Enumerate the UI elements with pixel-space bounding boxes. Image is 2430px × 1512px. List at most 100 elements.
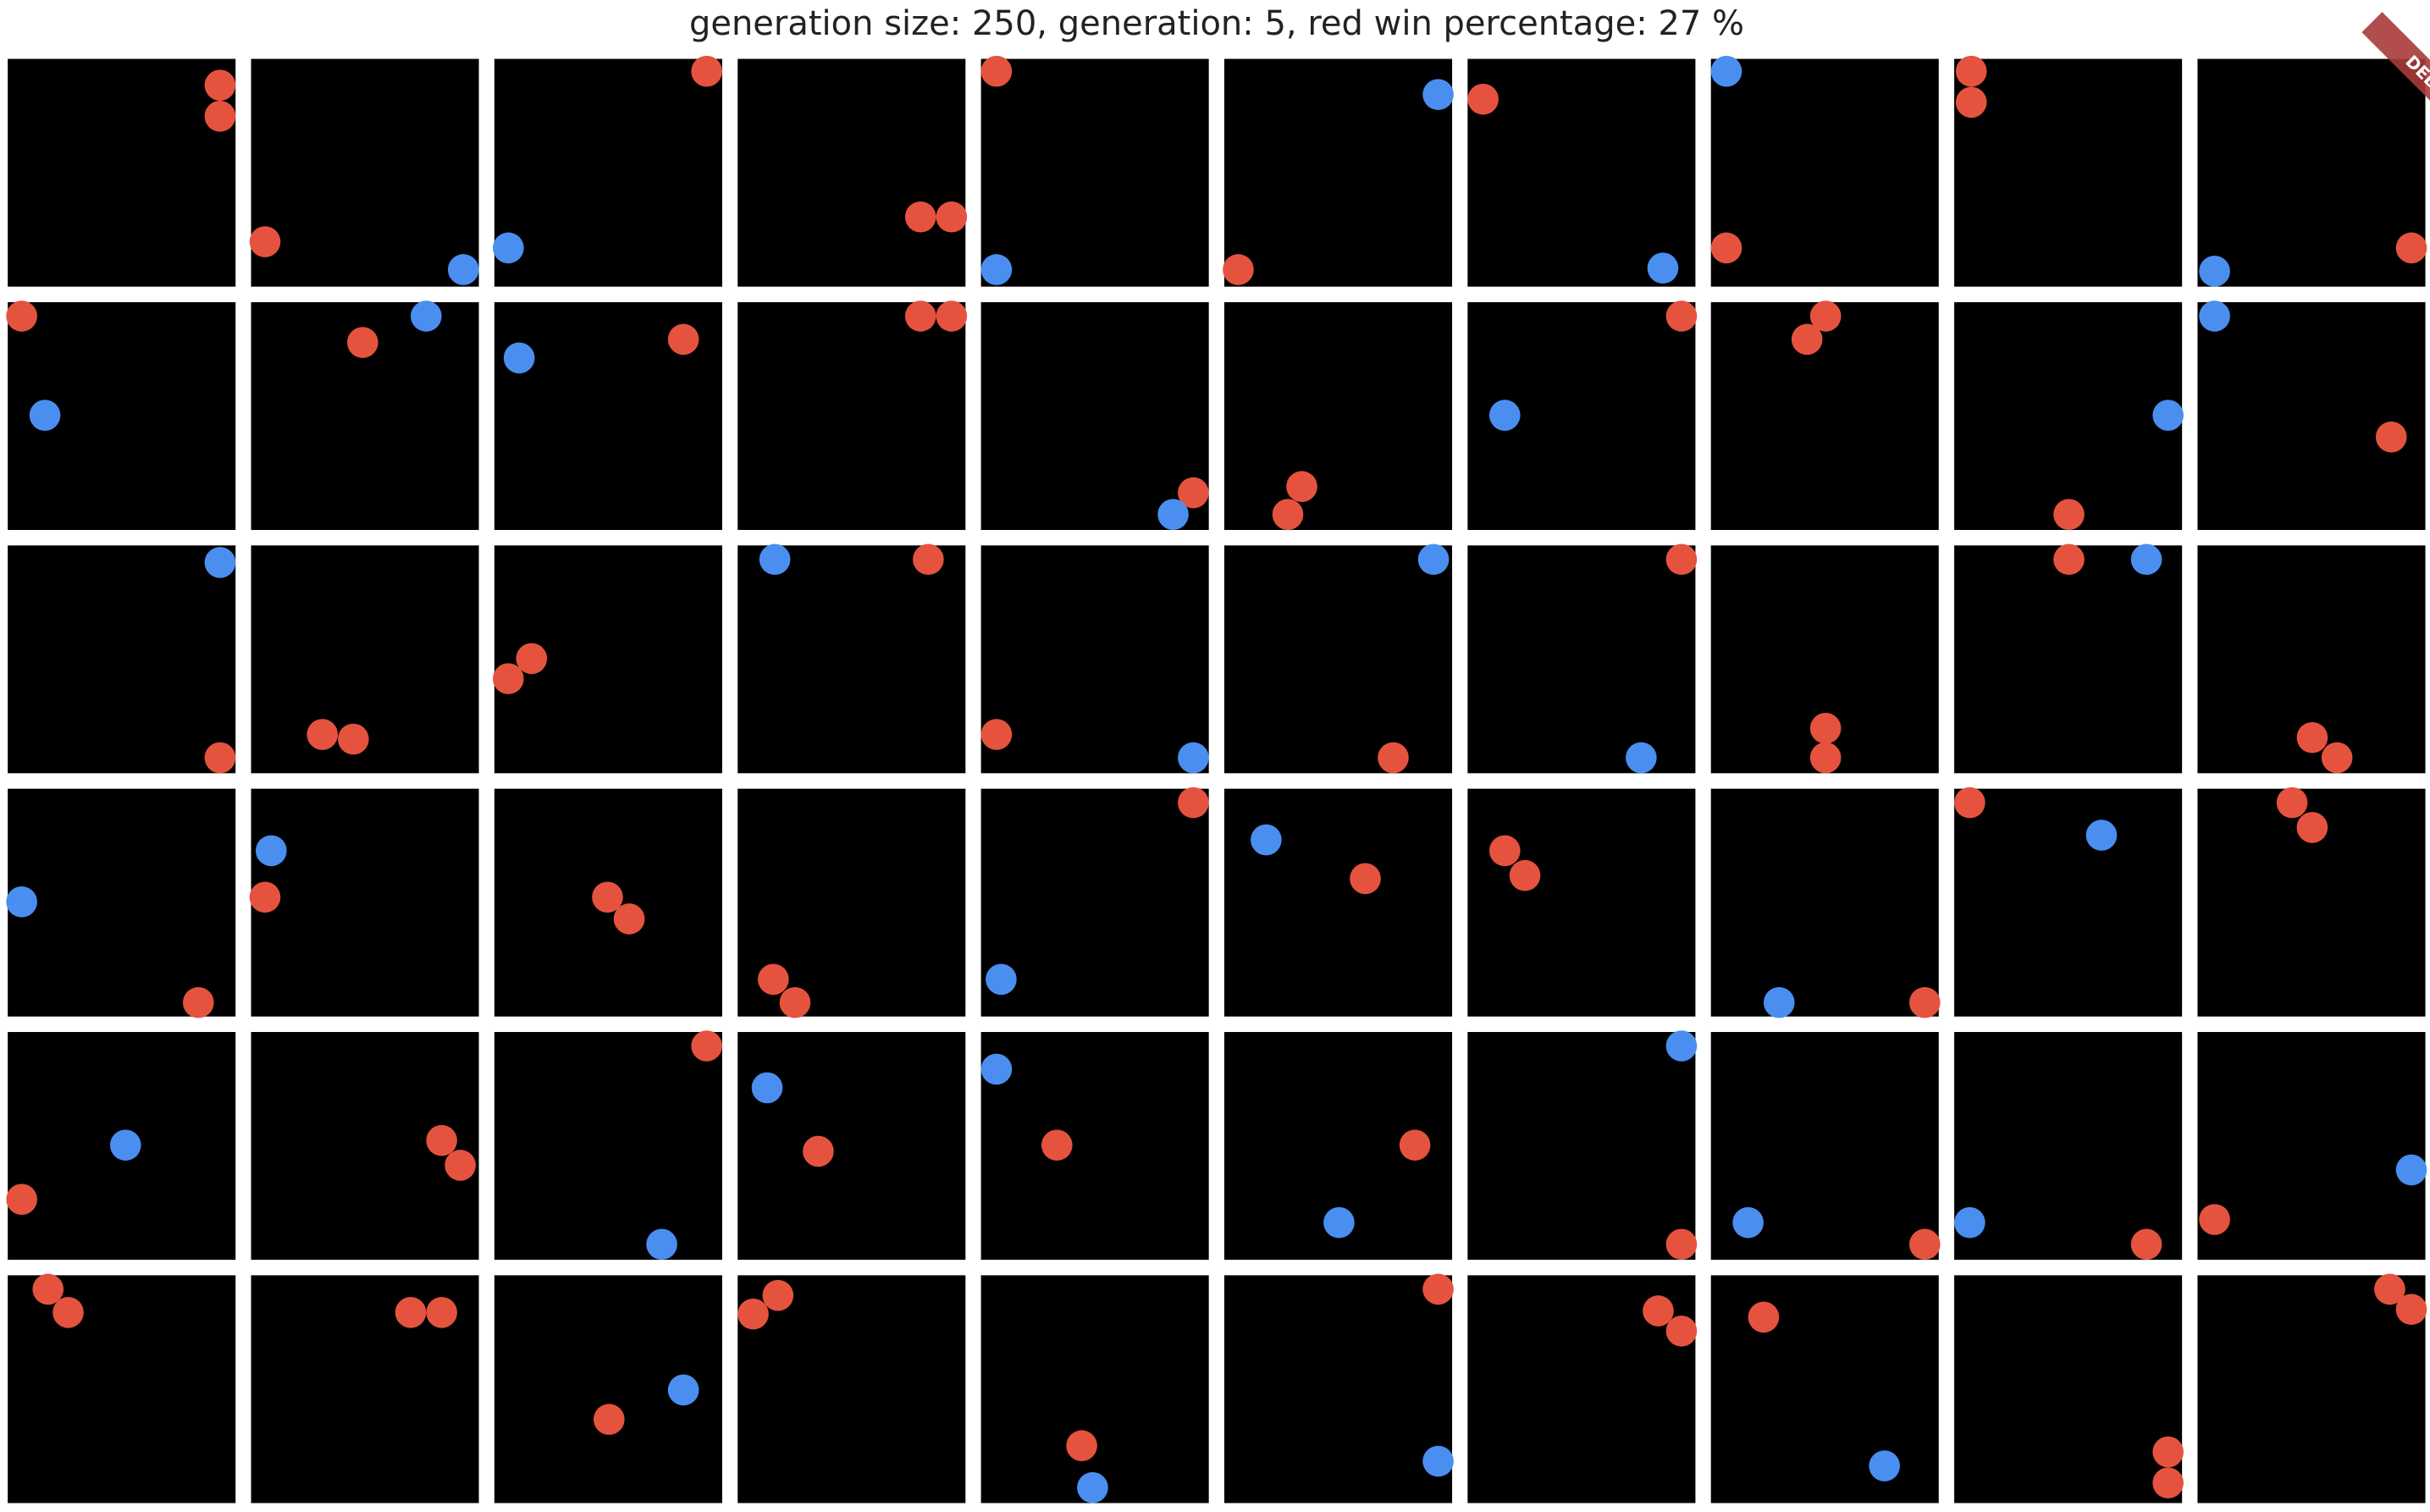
- red-agent: [2374, 1273, 2405, 1305]
- simulation-cell: [1223, 788, 1453, 1017]
- red-agent: [904, 301, 936, 332]
- blue-agent: [503, 342, 535, 374]
- red-agent: [249, 881, 281, 913]
- blue-agent: [1422, 1445, 1454, 1477]
- simulation-cell: [737, 301, 966, 530]
- simulation-cell: [8, 58, 236, 287]
- red-agent: [613, 903, 645, 935]
- simulation-cell: [251, 788, 479, 1017]
- red-agent: [1286, 471, 1317, 503]
- red-agent: [32, 1273, 64, 1305]
- simulation-cell: [1223, 58, 1453, 287]
- red-agent: [347, 327, 378, 358]
- blue-agent: [1178, 742, 1209, 774]
- blue-agent: [1417, 544, 1450, 576]
- blue-agent: [1954, 1206, 1985, 1239]
- simulation-cell: [1223, 545, 1453, 774]
- blue-agent: [1488, 400, 1521, 431]
- simulation-cell: [494, 58, 722, 287]
- blue-agent: [1869, 1450, 1901, 1482]
- red-agent: [1041, 1129, 1073, 1161]
- simulation-cell: [737, 1275, 966, 1504]
- red-agent: [936, 201, 968, 233]
- blue-agent: [1422, 79, 1454, 110]
- simulation-cell: [1954, 301, 2183, 530]
- red-agent: [1665, 544, 1698, 576]
- red-agent: [395, 1297, 427, 1328]
- blue-agent: [980, 254, 1013, 285]
- simulation-cell: [1467, 1032, 1696, 1261]
- red-agent: [1223, 254, 1254, 285]
- red-agent: [592, 881, 623, 913]
- simulation-cell: [1710, 301, 1939, 530]
- red-agent: [2276, 786, 2308, 819]
- blue-agent: [1626, 742, 1657, 774]
- blue-agent: [256, 835, 287, 867]
- blue-agent: [29, 400, 61, 431]
- blue-agent: [667, 1374, 699, 1406]
- blue-agent: [204, 547, 236, 578]
- simulation-cell: [1710, 58, 1939, 287]
- red-agent: [1272, 499, 1304, 530]
- blue-agent: [980, 1053, 1013, 1085]
- simulation-cell: [1467, 788, 1696, 1017]
- simulation-cell: [737, 545, 966, 774]
- blue-agent: [447, 254, 479, 285]
- red-agent: [2053, 544, 2085, 576]
- red-agent: [1791, 323, 1823, 356]
- red-agent: [594, 1404, 625, 1435]
- simulation-cell: [1223, 1275, 1453, 1504]
- red-agent: [2053, 499, 2085, 530]
- blue-agent: [1647, 252, 1679, 284]
- simulation-cell: [1954, 58, 2183, 287]
- red-agent: [1809, 301, 1842, 332]
- red-agent: [1399, 1129, 1431, 1161]
- blue-agent: [751, 1072, 783, 1104]
- blue-agent: [646, 1228, 677, 1261]
- red-agent: [936, 301, 968, 332]
- red-agent: [1665, 1228, 1698, 1261]
- red-agent: [204, 100, 236, 132]
- blue-agent: [1077, 1471, 1108, 1504]
- red-agent: [338, 723, 369, 755]
- red-agent: [1954, 786, 1985, 819]
- blue-agent: [109, 1129, 141, 1161]
- red-agent: [493, 663, 524, 694]
- red-agent: [2395, 1294, 2427, 1325]
- simulation-cell: [1223, 301, 1453, 530]
- red-agent: [6, 1184, 37, 1215]
- red-agent: [691, 1030, 722, 1062]
- red-agent: [1748, 1301, 1780, 1333]
- simulation-cell: [1467, 545, 1696, 774]
- simulation-cell: [2197, 1275, 2426, 1504]
- simulation-cell: [737, 58, 966, 287]
- red-agent: [2395, 232, 2427, 264]
- blue-agent: [493, 232, 524, 264]
- simulation-grid: [6, 55, 2427, 1504]
- red-agent: [803, 1135, 834, 1167]
- blue-agent: [2130, 544, 2162, 576]
- simulation-cell: [2197, 58, 2426, 287]
- red-agent: [1488, 835, 1521, 867]
- red-agent: [1467, 83, 1499, 115]
- red-agent: [204, 69, 236, 101]
- blue-agent: [2199, 301, 2230, 332]
- red-agent: [1350, 863, 1381, 895]
- red-agent: [2199, 1204, 2230, 1235]
- red-agent: [249, 226, 281, 257]
- red-agent: [1178, 477, 1209, 509]
- red-agent: [426, 1124, 457, 1156]
- red-agent: [758, 963, 789, 996]
- red-agent: [762, 1279, 794, 1311]
- simulation-cell: [251, 58, 479, 287]
- red-agent: [1665, 1315, 1698, 1347]
- banner-ribbon: [2361, 12, 2430, 152]
- red-agent: [1955, 55, 1987, 87]
- red-agent: [1809, 712, 1842, 744]
- red-agent: [1809, 742, 1842, 774]
- red-agent: [904, 201, 936, 233]
- simulation-cell: [1954, 545, 2183, 774]
- simulation-cell: [1954, 1032, 2183, 1261]
- blue-agent: [411, 301, 442, 332]
